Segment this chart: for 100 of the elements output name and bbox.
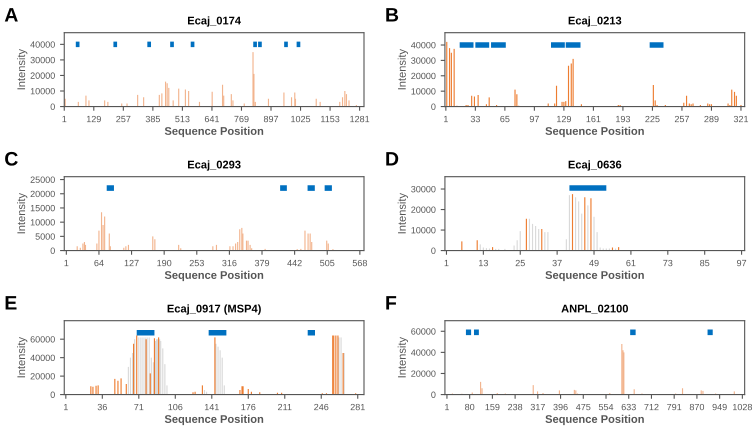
- x-axis-title: Sequence Position: [545, 126, 644, 138]
- chart-title: Ecaj_0293: [188, 160, 241, 171]
- y-axis-title: Intensity: [398, 48, 408, 90]
- x-tick-label: 257: [116, 116, 130, 122]
- x-tick-label: 1028: [733, 404, 752, 410]
- x-axis-title: Sequence Position: [545, 414, 644, 426]
- x-tick-label: 1: [62, 116, 66, 122]
- y-tick-label: 20000: [411, 370, 436, 377]
- x-tick-label: 225: [645, 116, 660, 122]
- x-tick-label: 25: [516, 260, 525, 266]
- x-tick-label: 129: [557, 116, 571, 122]
- y-tick-label: 40000: [411, 349, 436, 356]
- x-tick-label: 1: [445, 404, 450, 410]
- chart-title: Ecaj_0636: [568, 160, 622, 171]
- x-tick-label: 37: [552, 260, 562, 266]
- x-tick-label: 65: [500, 116, 510, 122]
- y-tick-label: 10000: [411, 227, 436, 234]
- y-tick-label: 60000: [30, 336, 55, 343]
- text: B: [386, 8, 398, 22]
- x-tick-label: 1: [64, 404, 68, 410]
- y-tick-label: 0: [50, 392, 55, 398]
- x-tick-label: 211: [278, 404, 292, 410]
- x-tick-label: 129: [86, 116, 101, 122]
- x-tick-label: 33: [470, 116, 480, 122]
- y-tick-label: 30000: [411, 186, 436, 192]
- x-tick-label: 141: [204, 404, 219, 410]
- y-tick-label: 30000: [411, 57, 436, 64]
- x-tick-label: 64: [94, 260, 104, 266]
- x-tick-label: 513: [175, 116, 190, 122]
- x-tick-label: 190: [157, 260, 172, 266]
- x-tick-label: 61: [626, 260, 636, 266]
- x-tick-label: 161: [586, 116, 600, 122]
- x-tick-label: 159: [486, 404, 500, 410]
- x-tick-label: 281: [350, 404, 365, 410]
- x-tick-label: 1: [444, 260, 449, 266]
- y-tick-label: 0: [50, 104, 55, 110]
- x-tick-label: 246: [314, 404, 328, 410]
- x-tick-label: 385: [146, 116, 160, 122]
- x-tick-label: 379: [254, 260, 270, 266]
- x-tick-label: 505: [320, 260, 334, 266]
- x-tick-label: 13: [479, 260, 488, 266]
- y-tick-label: 30000: [30, 56, 55, 64]
- x-axis-title: Sequence Position: [545, 270, 644, 282]
- y-axis-title: Intensity: [16, 192, 28, 234]
- x-tick-label: 317: [530, 404, 545, 410]
- y-tick-label: 10000: [30, 219, 55, 226]
- x-tick-label: 791: [667, 404, 682, 410]
- x-tick-label: 71: [134, 404, 144, 410]
- y-tick-label: 20000: [411, 206, 436, 213]
- y-tick-label: 20000: [411, 72, 436, 80]
- text: E: [6, 296, 17, 310]
- x-tick-label: 1025: [291, 116, 310, 122]
- y-tick-label: 40000: [30, 354, 55, 362]
- x-tick-label: 73: [663, 260, 672, 266]
- y-axis-title: Intensity: [16, 48, 28, 90]
- y-tick-label: 15000: [30, 204, 55, 212]
- x-tick-label: 633: [622, 404, 636, 410]
- text: F: [386, 296, 396, 310]
- x-tick-label: 176: [241, 404, 256, 410]
- x-axis-title: Sequence Position: [164, 414, 264, 426]
- text: A: [4, 8, 18, 22]
- x-tick-label: 1: [444, 116, 448, 122]
- chart-title: Ecaj_0917 (MSP4): [168, 304, 261, 315]
- y-tick-label: 20000: [30, 373, 55, 380]
- x-tick-label: 1: [64, 260, 68, 266]
- x-tick-label: 870: [690, 404, 704, 410]
- y-tick-label: 10000: [30, 88, 55, 94]
- x-tick-label: 289: [704, 116, 719, 122]
- x-axis-title: Sequence Position: [164, 270, 264, 282]
- x-tick-label: 1153: [321, 116, 340, 122]
- x-tick-label: 106: [168, 404, 182, 410]
- x-tick-label: 769: [234, 116, 249, 122]
- x-tick-label: 1281: [350, 116, 370, 122]
- y-tick-label: 40000: [30, 41, 55, 48]
- y-tick-label: 20000: [30, 190, 55, 198]
- y-tick-label: 60000: [411, 328, 436, 335]
- y-tick-label: 25000: [30, 176, 55, 183]
- text: D: [386, 152, 398, 166]
- x-tick-label: 253: [190, 260, 204, 266]
- y-tick-label: 0: [431, 392, 436, 398]
- x-tick-label: 475: [576, 404, 590, 410]
- y-tick-label: 10000: [411, 88, 436, 95]
- y-tick-label: 0: [50, 248, 55, 254]
- text: C: [5, 152, 18, 166]
- x-tick-label: 321: [734, 116, 748, 122]
- x-tick-label: 85: [700, 260, 710, 266]
- y-axis-title: Intensity: [16, 336, 28, 378]
- x-tick-label: 97: [736, 260, 746, 266]
- y-tick-label: 40000: [411, 42, 436, 48]
- x-tick-label: 712: [644, 404, 659, 410]
- x-tick-label: 80: [465, 404, 474, 410]
- x-tick-label: 396: [553, 404, 568, 410]
- x-tick-label: 641: [204, 116, 220, 122]
- x-tick-label: 897: [264, 116, 278, 122]
- x-tick-label: 554: [598, 404, 614, 410]
- chart-title: Ecaj_0174: [188, 16, 241, 27]
- x-axis-title: Sequence Position: [164, 126, 264, 138]
- y-axis-title: Intensity: [398, 336, 408, 378]
- x-tick-label: 97: [530, 116, 539, 122]
- y-tick-label: 0: [431, 104, 436, 110]
